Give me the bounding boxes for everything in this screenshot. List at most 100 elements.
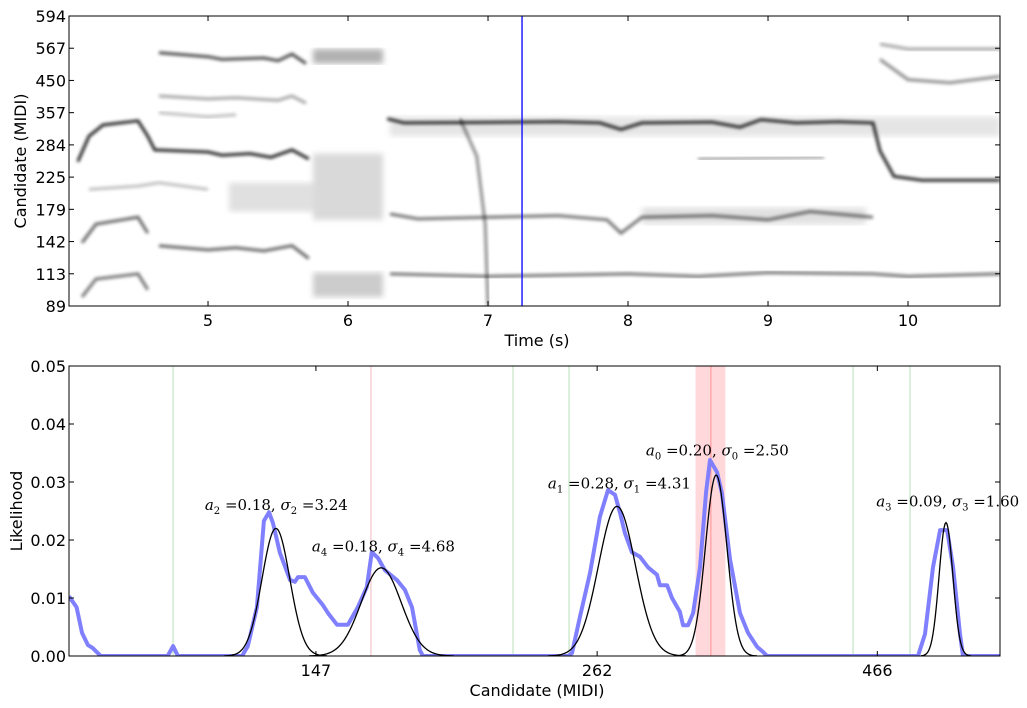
subscript: 4 (321, 548, 327, 559)
y-tick-label: 567 (35, 39, 66, 58)
x-tick-label: 9 (763, 311, 773, 330)
gaussian-fit-1 (547, 505, 687, 656)
y-axis-label: Likelihood (7, 471, 26, 552)
separator: = (661, 441, 678, 459)
separator: = (892, 492, 909, 510)
value: 3.24 (314, 496, 347, 514)
y-tick-label: 225 (35, 168, 66, 187)
subscript: 1 (634, 484, 640, 495)
likelihood-background (69, 366, 1000, 656)
symbol: a (312, 538, 321, 556)
separator: = (968, 492, 985, 510)
fit-annotation-1: a1 =0.28, σ1 =4.31 (548, 474, 691, 495)
fit-annotation-3: a3 =0.09, σ3 =1.60 (876, 492, 1019, 513)
x-tick-label: 466 (862, 661, 893, 680)
subscript: 1 (557, 484, 563, 495)
y-tick-label: 357 (35, 104, 66, 123)
subscript: 4 (398, 548, 404, 559)
x-tick-label: 147 (301, 661, 332, 680)
spectrogram-trace-560-right (879, 42, 1000, 51)
y-tick-label: 89 (46, 297, 66, 316)
spectrogram-background (69, 16, 1000, 306)
subscript: 0 (732, 451, 738, 462)
symbol: σ (624, 474, 635, 492)
separator: , (271, 496, 281, 514)
symbol: σ (721, 441, 732, 459)
symbol: σ (952, 492, 963, 510)
spectrogram-trace-upper (158, 51, 307, 65)
separator: = (220, 496, 237, 514)
symbol: σ (388, 538, 399, 556)
x-tick-label: 8 (623, 311, 633, 330)
x-axis-label: Candidate (MIDI) (470, 681, 605, 700)
gaussian-fit-3 (920, 521, 972, 656)
separator: = (640, 474, 657, 492)
y-tick-label: 594 (35, 7, 66, 26)
subscript: 2 (291, 506, 297, 517)
x-tick-label: 5 (203, 311, 213, 330)
spectrogram-trace-main (76, 119, 310, 163)
value: 0.20 (679, 441, 712, 459)
gaussian-fit-0 (675, 474, 758, 656)
symbol: a (646, 441, 655, 459)
spectrogram-trace-170-left (80, 215, 150, 244)
subscript: 3 (962, 502, 968, 513)
spectrogram-trace-260-right (697, 155, 825, 161)
subscript: 0 (655, 451, 661, 462)
separator: , (614, 474, 624, 492)
subscript: 2 (214, 506, 220, 517)
plot-frame (68, 365, 1001, 657)
separator: = (297, 496, 314, 514)
value: 2.50 (755, 441, 788, 459)
spectrogram-block (229, 182, 314, 212)
y-tick-label: 0.02 (30, 531, 66, 550)
spectrogram-block (313, 49, 384, 64)
likelihood-curve (69, 458, 1000, 656)
gaussian-fit-4 (308, 567, 455, 656)
spectrogram-trace-113-right (389, 271, 1000, 278)
y-tick-label: 179 (35, 200, 66, 219)
separator: = (563, 474, 580, 492)
value: 4.31 (658, 474, 691, 492)
separator: , (942, 492, 952, 510)
x-tick-label: 262 (582, 661, 613, 680)
separator: = (404, 538, 421, 556)
spectrogram-trace-sweep (458, 118, 490, 306)
separator: = (738, 441, 755, 459)
gaussian-fit-2 (223, 527, 328, 656)
value: 0.18 (345, 538, 378, 556)
symbol: a (548, 474, 557, 492)
spectrogram-trace-main-2 (386, 117, 1000, 182)
fit-annotation-4: a4 =0.18, σ4 =4.68 (312, 538, 455, 559)
spectrogram-block (313, 272, 384, 297)
y-tick-label: 113 (35, 265, 66, 284)
spectrogram-trace-113-left (80, 272, 150, 298)
spectrogram-trace-450-right (879, 58, 1000, 85)
plot-frame (68, 15, 1001, 307)
separator: = (327, 538, 344, 556)
symbol: a (876, 492, 885, 510)
spectrogram-trace-200 (88, 181, 209, 191)
x-tick-label: 7 (483, 311, 493, 330)
subscript: 3 (885, 502, 891, 513)
y-tick-label: 450 (35, 71, 66, 90)
separator: , (378, 538, 388, 556)
symbol: a (205, 496, 214, 514)
y-axis-label: Candidate (MIDI) (11, 94, 30, 229)
y-tick-label: 284 (35, 136, 66, 155)
y-tick-label: 142 (35, 233, 66, 252)
spectrogram-trace-360 (158, 111, 237, 119)
spectrogram-trace-135 (158, 244, 310, 260)
y-tick-label: 0.00 (30, 647, 66, 666)
separator: , (712, 441, 722, 459)
fit-annotation-0: a0 =0.20, σ0 =2.50 (646, 441, 789, 462)
y-tick-label: 0.03 (30, 473, 66, 492)
spectrogram-trace-170-right (389, 209, 874, 236)
spectrogram-block (390, 116, 1000, 137)
spectrogram-trace-400 (158, 94, 307, 105)
x-tick-label: 6 (343, 311, 353, 330)
value: 0.28 (581, 474, 614, 492)
value: 0.18 (238, 496, 271, 514)
